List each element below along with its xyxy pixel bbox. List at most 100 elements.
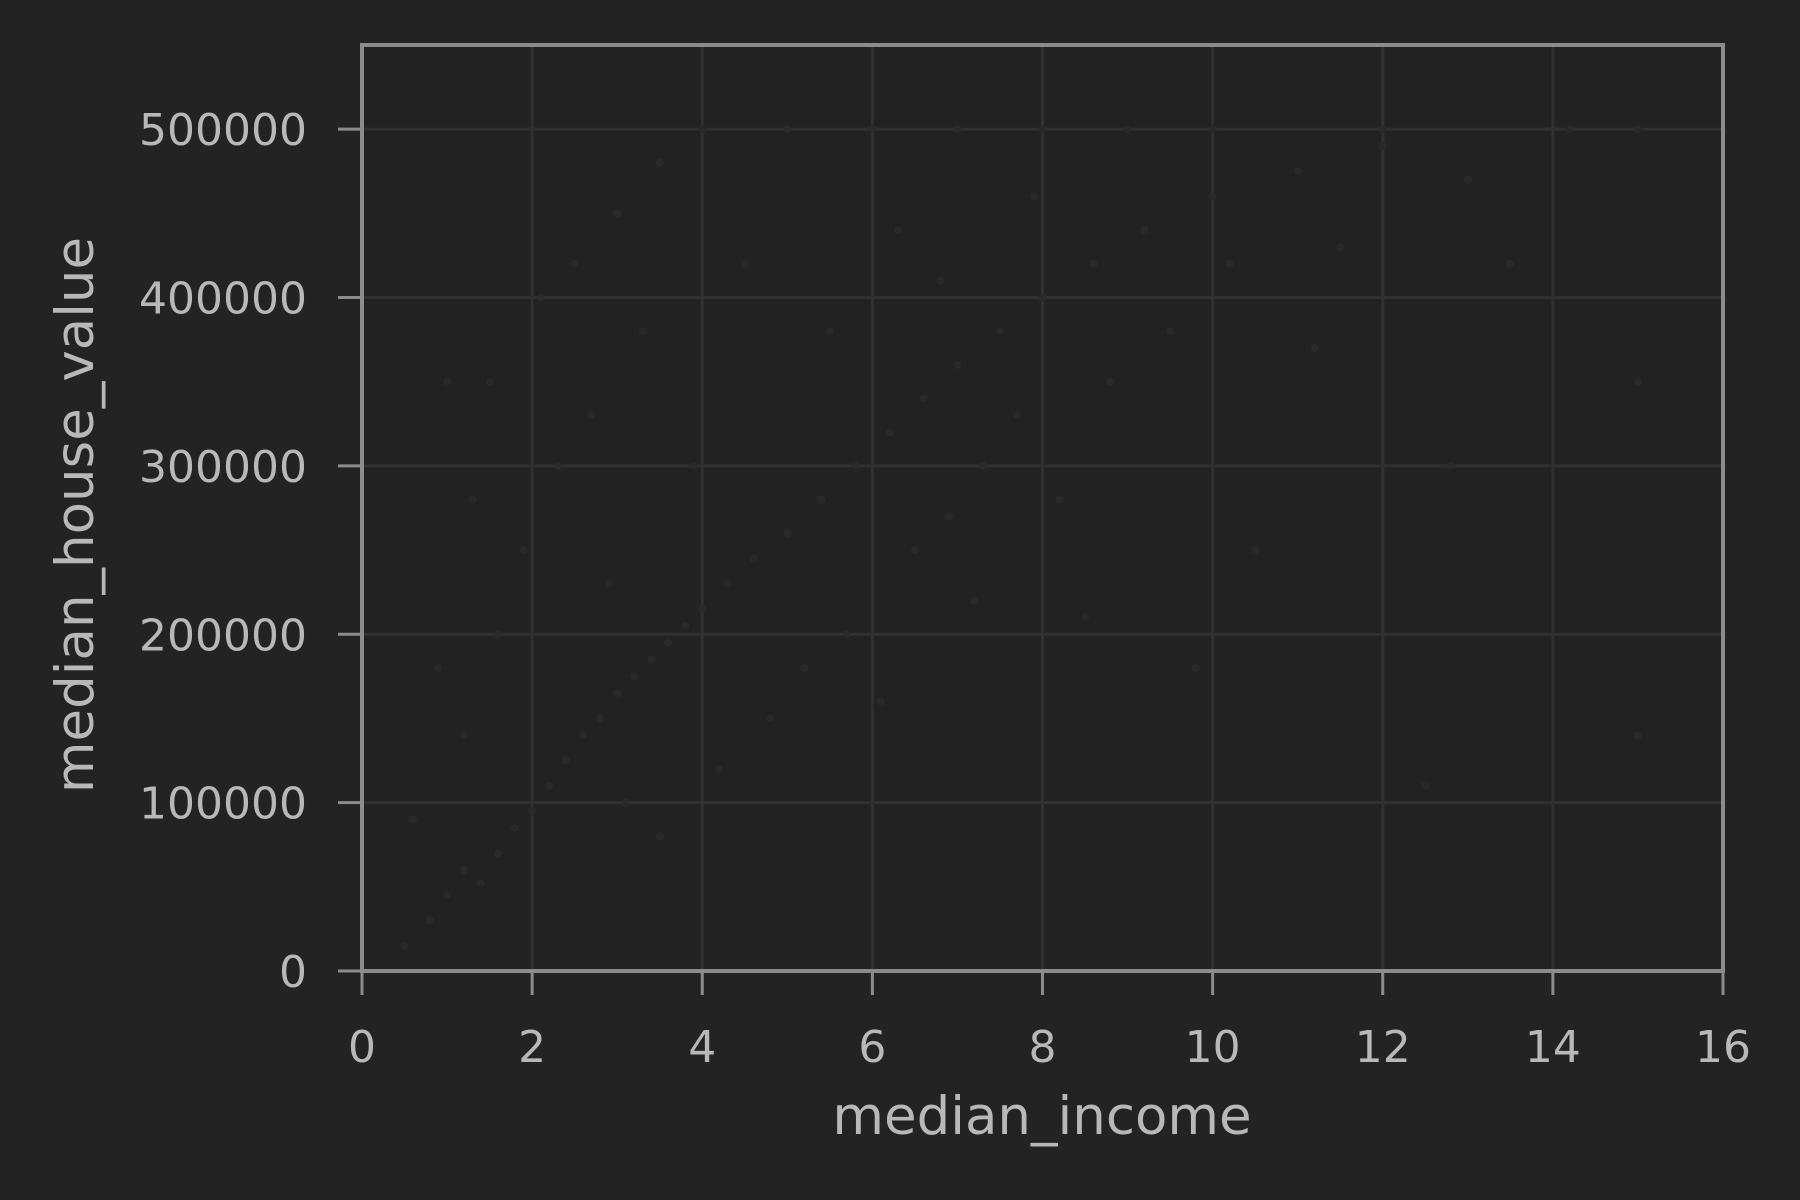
scatter-point <box>1029 192 1038 201</box>
scatter-point <box>1378 125 1387 134</box>
scatter-point <box>511 823 520 832</box>
scatter-point <box>545 781 554 790</box>
scatter-point <box>1038 293 1047 302</box>
scatter-point <box>638 327 647 336</box>
scatter-point <box>570 259 579 268</box>
scatter-point <box>698 125 707 134</box>
scatter-point <box>519 546 528 555</box>
scatter-point <box>485 377 494 386</box>
scatter-point <box>1293 167 1302 176</box>
scatter-point <box>655 158 664 167</box>
scatter-point <box>443 377 452 386</box>
scatter-point <box>647 655 656 664</box>
scatter-point <box>783 529 792 538</box>
x-axis-label: median_income <box>832 1086 1251 1147</box>
scatter-point <box>876 697 885 706</box>
x-tick-label: 16 <box>1695 1022 1751 1073</box>
x-tick-label: 0 <box>348 1022 376 1073</box>
scatter-point <box>494 849 503 858</box>
scatter-point <box>885 428 894 437</box>
x-tick-label: 12 <box>1355 1022 1411 1073</box>
scatter-point <box>1463 175 1472 184</box>
scatter-point <box>1310 344 1319 353</box>
scatter-point <box>1123 125 1132 134</box>
y-tick-label: 0 <box>279 947 307 998</box>
scatter-point <box>995 327 1004 336</box>
scatter-point <box>613 689 622 698</box>
x-tick-label: 10 <box>1185 1022 1241 1073</box>
scatter-point <box>494 630 503 639</box>
scatter-point <box>783 125 792 134</box>
scatter-point <box>443 891 452 900</box>
scatter-point <box>919 394 928 403</box>
x-tick-label: 6 <box>858 1022 886 1073</box>
scatter-point <box>910 546 919 555</box>
scatter-point <box>1208 125 1217 134</box>
scatter-point <box>868 125 877 134</box>
scatter-point <box>434 663 443 672</box>
scatter-point <box>953 360 962 369</box>
scatter-point <box>749 554 758 563</box>
scatter-point <box>536 293 545 302</box>
scatter-point <box>1506 259 1515 268</box>
scatter-point <box>630 672 639 681</box>
scatter-point <box>817 495 826 504</box>
scatter-point <box>1633 125 1642 134</box>
scatter-point <box>723 579 732 588</box>
scatter-point <box>944 512 953 521</box>
y-tick-label: 500000 <box>139 105 307 156</box>
scatter-point <box>562 756 571 765</box>
scatter-point <box>1565 125 1574 134</box>
scatter-point <box>1106 377 1115 386</box>
x-tick-label: 4 <box>688 1022 716 1073</box>
scatter-point <box>460 731 469 740</box>
y-axis-ticks: 0 100000 200000 300000 400000 500000 <box>139 105 362 998</box>
scatter-point <box>621 798 630 807</box>
x-tick-label: 8 <box>1029 1022 1057 1073</box>
scatter-point <box>953 125 962 134</box>
scatter-point <box>842 630 851 639</box>
y-tick-label: 100000 <box>139 779 307 830</box>
scatter-point <box>893 226 902 235</box>
data-points <box>400 125 1642 950</box>
scatter-point <box>596 714 605 723</box>
scatter-point <box>1055 495 1064 504</box>
scatter-point <box>528 807 537 816</box>
scatter-point <box>655 832 664 841</box>
scatter-point <box>978 461 987 470</box>
scatter-point <box>825 327 834 336</box>
scatter-point <box>664 638 673 647</box>
scatter-point <box>1140 226 1149 235</box>
scatter-point <box>613 209 622 218</box>
scatter-point <box>936 276 945 285</box>
scatter-point <box>553 461 562 470</box>
scatter-point <box>400 941 409 950</box>
scatter-point <box>1421 781 1430 790</box>
y-axis-label: median_house_value <box>45 237 106 793</box>
y-tick-label: 400000 <box>139 274 307 325</box>
scatter-point <box>1633 731 1642 740</box>
scatter-point <box>970 596 979 605</box>
scatter-point <box>460 865 469 874</box>
scatter-point <box>851 461 860 470</box>
scatter-point <box>715 764 724 773</box>
scatter-point <box>1225 259 1234 268</box>
scatter-point <box>604 579 613 588</box>
scatter-point <box>409 815 418 824</box>
scatter-point <box>1089 259 1098 268</box>
scatter-point <box>477 879 486 888</box>
x-axis-ticks: 0 2 4 6 8 10 12 14 16 <box>348 971 1751 1073</box>
scatter-point <box>1446 461 1455 470</box>
y-tick-label: 300000 <box>139 442 307 493</box>
scatter-point <box>1038 125 1047 134</box>
y-tick-label: 200000 <box>139 610 307 661</box>
x-tick-label: 2 <box>518 1022 546 1073</box>
scatter-point <box>766 714 775 723</box>
x-tick-label: 14 <box>1525 1022 1581 1073</box>
scatter-point <box>1166 327 1175 336</box>
scatter-point <box>579 731 588 740</box>
scatter-point <box>1633 377 1642 386</box>
scatter-point <box>698 605 707 614</box>
scatter-point <box>468 495 477 504</box>
